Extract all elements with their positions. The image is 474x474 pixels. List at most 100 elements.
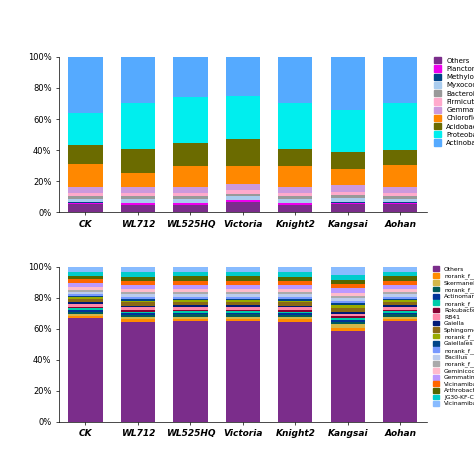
Bar <box>226 276 260 281</box>
Bar <box>278 319 312 322</box>
Bar <box>383 321 418 422</box>
Bar <box>383 294 418 297</box>
Bar <box>121 294 155 298</box>
Bar <box>173 193 208 196</box>
Bar <box>383 285 418 289</box>
Bar <box>173 297 208 299</box>
Bar <box>226 184 260 191</box>
Bar <box>278 310 312 311</box>
Bar <box>331 202 365 203</box>
Bar <box>173 97 208 143</box>
Bar <box>278 204 312 212</box>
Bar <box>278 311 312 313</box>
Bar <box>278 318 312 319</box>
Bar <box>121 103 155 149</box>
Bar <box>226 305 260 307</box>
Bar <box>383 281 418 285</box>
Bar <box>121 193 155 196</box>
Bar <box>68 316 102 319</box>
Bar <box>226 200 260 201</box>
Bar <box>68 287 102 290</box>
Bar <box>226 297 260 299</box>
Bar <box>278 281 312 285</box>
Bar <box>173 299 208 301</box>
Bar <box>121 203 155 204</box>
Bar <box>383 103 418 150</box>
Bar <box>278 298 312 299</box>
Bar <box>68 276 102 279</box>
Bar <box>331 298 365 301</box>
Bar <box>226 294 260 297</box>
Bar <box>278 306 312 308</box>
Bar <box>383 266 418 273</box>
Bar <box>68 196 102 199</box>
Bar <box>226 301 260 302</box>
Bar <box>68 310 102 311</box>
Bar <box>278 166 312 187</box>
Bar <box>226 139 260 166</box>
Bar <box>173 321 208 422</box>
Bar <box>121 318 155 319</box>
Bar <box>68 57 102 113</box>
Bar <box>68 193 102 196</box>
Bar <box>226 314 260 317</box>
Bar <box>68 199 102 202</box>
Bar <box>173 273 208 276</box>
Bar <box>226 311 260 313</box>
Bar <box>173 187 208 193</box>
Bar <box>68 145 102 164</box>
Bar <box>121 322 155 422</box>
Bar <box>226 166 260 184</box>
Bar <box>226 289 260 292</box>
Bar <box>68 266 102 272</box>
Bar <box>173 289 208 292</box>
Bar <box>278 196 312 199</box>
Bar <box>278 199 312 202</box>
Bar <box>331 324 365 328</box>
Bar <box>173 292 208 294</box>
Bar <box>68 272 102 276</box>
Bar <box>226 292 260 294</box>
Bar <box>121 308 155 310</box>
Bar <box>121 319 155 322</box>
Bar <box>68 187 102 193</box>
Bar <box>331 312 365 314</box>
Bar <box>121 204 155 212</box>
Bar <box>331 316 365 318</box>
Bar <box>173 285 208 289</box>
Bar <box>226 319 260 321</box>
Bar <box>331 318 365 320</box>
Bar <box>278 308 312 310</box>
Bar <box>173 294 208 297</box>
Bar <box>331 309 365 312</box>
Bar <box>121 310 155 311</box>
Bar <box>173 204 208 212</box>
Bar <box>68 302 102 304</box>
Bar <box>278 57 312 103</box>
Bar <box>331 320 365 321</box>
Bar <box>68 299 102 302</box>
Bar <box>226 302 260 305</box>
Bar <box>173 302 208 305</box>
Bar <box>68 298 102 299</box>
Bar <box>68 296 102 298</box>
Bar <box>226 193 260 196</box>
Bar <box>68 307 102 308</box>
Bar <box>173 307 208 310</box>
Bar <box>383 311 418 313</box>
Bar <box>331 314 365 316</box>
Bar <box>173 319 208 321</box>
Bar <box>331 288 365 293</box>
Bar <box>331 204 365 212</box>
Bar <box>68 314 102 316</box>
Bar <box>173 276 208 281</box>
Bar <box>226 273 260 276</box>
Bar <box>68 283 102 287</box>
Bar <box>383 273 418 276</box>
Bar <box>68 308 102 310</box>
Bar <box>383 150 418 165</box>
Bar <box>173 203 208 204</box>
Bar <box>331 284 365 288</box>
Bar <box>121 196 155 199</box>
Bar <box>226 313 260 314</box>
